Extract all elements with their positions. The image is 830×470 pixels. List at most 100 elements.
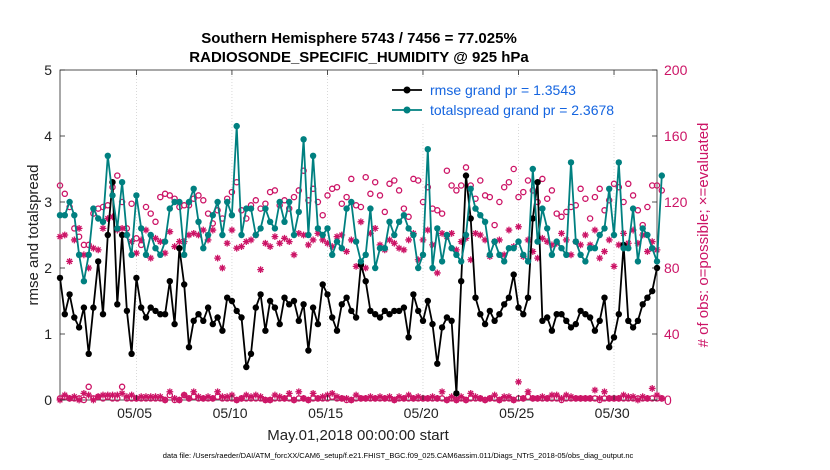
obs-low-evaluated-marker [433, 394, 441, 402]
obs-evaluated-marker [453, 246, 460, 254]
obs-evaluated-marker [300, 231, 307, 239]
obs-possible-marker [376, 192, 384, 199]
obs-evaluated-marker [414, 256, 422, 264]
rmse-point [649, 287, 656, 295]
obs-evaluated-marker [505, 226, 513, 234]
rmse-point [372, 311, 379, 318]
rmse-point [66, 291, 73, 298]
totalspread-point [348, 198, 355, 206]
obs-evaluated-marker [376, 241, 384, 249]
obs-possible-marker [596, 185, 603, 193]
obs-evaluated-marker [204, 236, 212, 244]
obs-low-evaluated-marker [338, 394, 346, 402]
totalspread-point [376, 245, 384, 252]
rmse-point [171, 320, 178, 328]
rmse-point [362, 278, 369, 285]
obs-evaluated-marker [285, 238, 293, 245]
totalspread-point [56, 212, 64, 219]
y-axis-label: rmse and totalspread [25, 165, 42, 306]
obs-possible-marker [228, 188, 236, 196]
obs-low-evaluated-marker [314, 394, 322, 402]
totalspread-point [195, 218, 202, 225]
totalspread-point [520, 251, 527, 258]
obs-low-evaluated-marker [309, 390, 317, 397]
totalspread-point [286, 198, 293, 206]
rmse-point [577, 307, 584, 315]
y-tick-label: 3 [44, 194, 52, 210]
totalspread-point [634, 258, 642, 265]
obs-evaluated-marker [161, 249, 169, 257]
totalspread-point [625, 245, 632, 252]
obs-low-evaluated-marker [123, 393, 131, 401]
obs-evaluated-marker [118, 225, 126, 232]
obs-evaluated-marker [500, 251, 508, 259]
rmse-point [238, 314, 245, 321]
rmse-point [567, 324, 575, 331]
rmse-point [80, 304, 88, 311]
obs-evaluated-marker [333, 233, 341, 241]
totalspread-point [534, 238, 541, 245]
totalspread-point [620, 245, 627, 252]
obs-low-evaluated-marker [137, 393, 145, 401]
totalspread-point [615, 159, 622, 166]
obs-low-evaluated-marker [94, 393, 102, 401]
rmse-point [142, 314, 150, 321]
totalspread-point [381, 245, 388, 252]
rmse-point [138, 304, 145, 311]
obs-low-evaluated-marker [577, 394, 584, 402]
obs-low-evaluated-marker [529, 394, 537, 402]
totalspread-point [357, 258, 365, 265]
obs-low-evaluated-marker [381, 394, 389, 402]
obs-possible-marker [128, 200, 135, 207]
obs-low-evaluated-marker [515, 378, 522, 386]
ticks-layer [60, 69, 657, 401]
obs-possible-marker [400, 205, 408, 212]
y-tick-labels: 0 1 2 3 4 5 [44, 62, 52, 408]
totalspread-point [95, 215, 102, 222]
obs-possible-marker [357, 203, 365, 211]
obs-possible-marker [391, 177, 398, 184]
totalspread-point [567, 159, 575, 166]
obs-low-evaluated-marker [343, 394, 350, 402]
obs-evaluated-marker [357, 218, 365, 226]
obs-low-possible-marker [118, 383, 126, 391]
totalspread-point [118, 179, 126, 186]
y2-tick-label: 40 [664, 326, 680, 342]
totalspread-point [367, 205, 374, 212]
obs-low-evaluated-marker [66, 394, 73, 402]
obs-low-evaluated-marker [80, 390, 88, 397]
totalspread-point [338, 245, 345, 252]
rmse-point [400, 304, 408, 311]
obs-low-evaluated-marker [462, 396, 470, 404]
rmse-point [410, 291, 417, 298]
obs-low-evaluated-marker [70, 393, 78, 401]
rmse-point [185, 344, 193, 351]
obs-possible-marker [443, 167, 451, 174]
totalspread-point [290, 231, 298, 239]
obs-low-evaluated-marker [558, 394, 565, 402]
x-tick-label: 05/10 [213, 405, 248, 421]
rmse-point [405, 334, 412, 341]
obs-evaluated-marker [386, 236, 393, 244]
totalspread-point [544, 225, 551, 232]
totalspread-point [252, 231, 259, 239]
rmse-point [544, 314, 551, 321]
obs-low-evaluated-marker [634, 396, 642, 404]
obs-evaluated-marker [639, 231, 647, 239]
obs-possible-marker [381, 208, 389, 216]
totalspread-point [596, 231, 603, 239]
rmse-point [563, 317, 570, 324]
totalspread-point [123, 231, 131, 239]
obs-evaluated-marker [185, 231, 193, 239]
obs-possible-marker [56, 182, 64, 189]
rmse-point [343, 294, 350, 301]
obs-low-evaluated-marker [505, 393, 513, 401]
rmse-point [300, 301, 307, 308]
x-tick-label: 05/05 [117, 405, 152, 421]
rmse-point [204, 304, 212, 311]
obs-possible-marker [252, 197, 260, 204]
obs-low-evaluated-marker [266, 396, 274, 404]
obs-low-evaluated-marker [596, 394, 604, 402]
legend-spread-marker [403, 106, 411, 114]
